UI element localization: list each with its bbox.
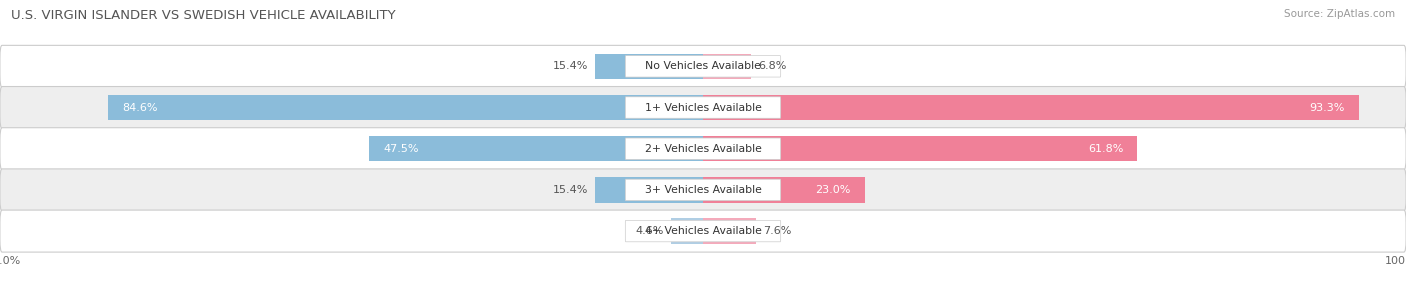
Text: 3+ Vehicles Available: 3+ Vehicles Available [644, 185, 762, 195]
Bar [703, 95, 1358, 120]
Text: 61.8%: 61.8% [1088, 144, 1123, 154]
Text: 15.4%: 15.4% [553, 185, 588, 195]
Text: No Vehicles Available: No Vehicles Available [645, 61, 761, 71]
Text: U.S. VIRGIN ISLANDER VS SWEDISH VEHICLE AVAILABILITY: U.S. VIRGIN ISLANDER VS SWEDISH VEHICLE … [11, 9, 396, 21]
FancyBboxPatch shape [0, 210, 1406, 252]
FancyBboxPatch shape [0, 45, 1406, 87]
Bar [703, 53, 751, 79]
Text: 6.8%: 6.8% [758, 61, 786, 71]
FancyBboxPatch shape [0, 128, 1406, 170]
Text: 23.0%: 23.0% [815, 185, 851, 195]
Text: 47.5%: 47.5% [382, 144, 419, 154]
Text: 84.6%: 84.6% [122, 103, 157, 112]
Text: 15.4%: 15.4% [553, 61, 588, 71]
FancyBboxPatch shape [626, 56, 780, 77]
FancyBboxPatch shape [626, 221, 780, 242]
Text: 1+ Vehicles Available: 1+ Vehicles Available [644, 103, 762, 112]
Text: 7.6%: 7.6% [763, 226, 792, 236]
Text: 4.6%: 4.6% [636, 226, 664, 236]
Bar [703, 218, 756, 244]
Text: 93.3%: 93.3% [1309, 103, 1344, 112]
Text: Source: ZipAtlas.com: Source: ZipAtlas.com [1284, 9, 1395, 19]
Bar [595, 177, 703, 203]
Bar [108, 95, 703, 120]
Bar [703, 136, 1137, 162]
FancyBboxPatch shape [0, 87, 1406, 128]
Text: 4+ Vehicles Available: 4+ Vehicles Available [644, 226, 762, 236]
FancyBboxPatch shape [626, 97, 780, 118]
FancyBboxPatch shape [626, 138, 780, 159]
Bar [595, 53, 703, 79]
Bar [703, 177, 865, 203]
Text: 2+ Vehicles Available: 2+ Vehicles Available [644, 144, 762, 154]
Bar [671, 218, 703, 244]
FancyBboxPatch shape [0, 169, 1406, 211]
Bar [368, 136, 703, 162]
FancyBboxPatch shape [626, 179, 780, 200]
